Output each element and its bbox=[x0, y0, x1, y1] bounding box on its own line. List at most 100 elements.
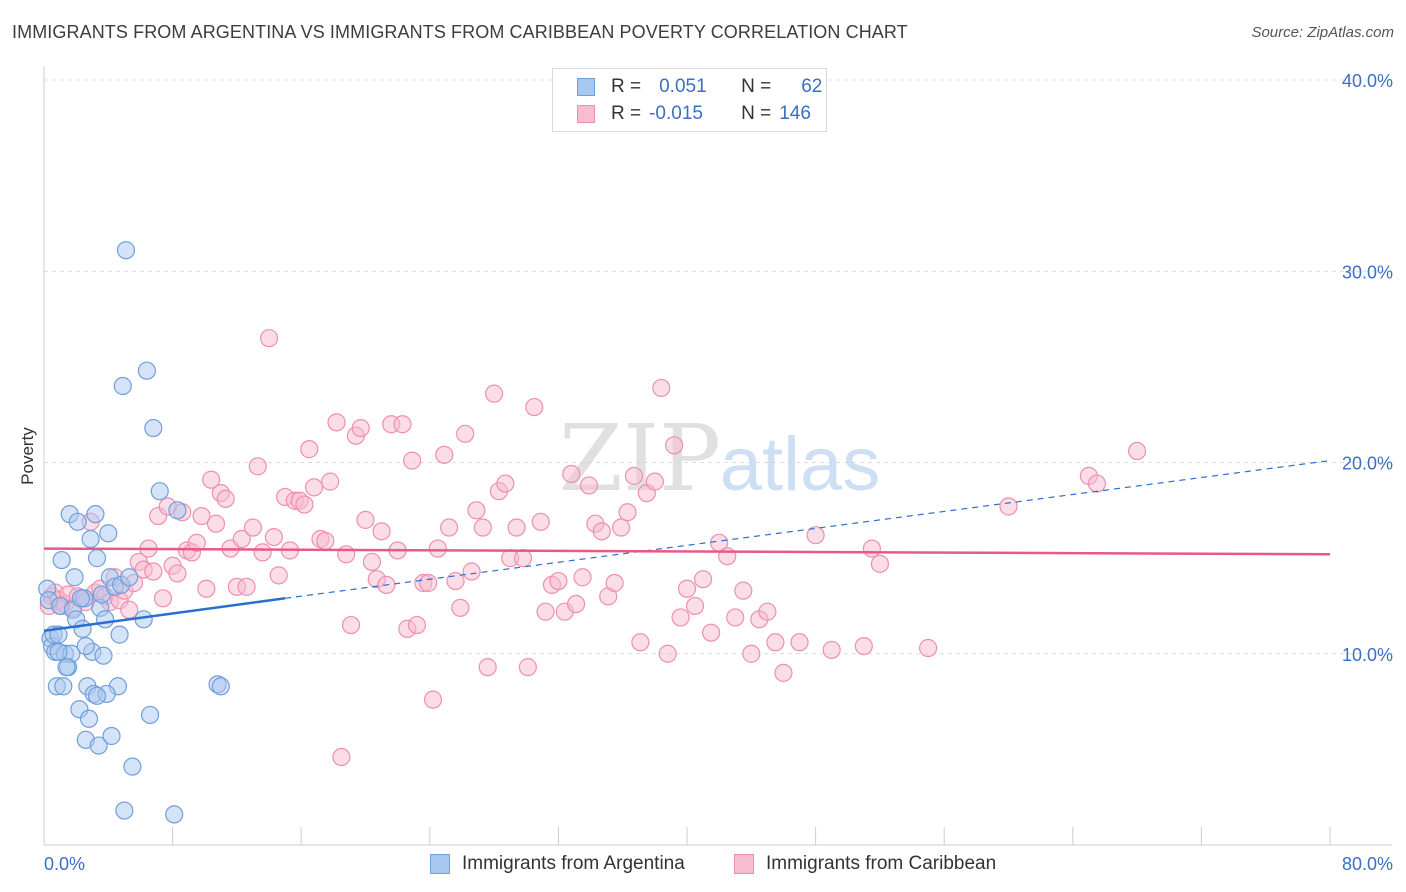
caribbean-point bbox=[592, 522, 611, 541]
watermark-atlas: atlas bbox=[720, 422, 881, 507]
legend-row-argentina: R = 0.051 N = 62 bbox=[577, 75, 822, 99]
caribbean-point bbox=[611, 518, 631, 537]
caribbean-trend-line bbox=[43, 547, 1331, 556]
caribbean-point bbox=[536, 602, 555, 621]
caribbean-point bbox=[677, 579, 697, 598]
caribbean-point bbox=[419, 573, 438, 593]
caribbean-point bbox=[579, 476, 599, 495]
caribbean-point bbox=[243, 518, 263, 537]
caribbean-point bbox=[467, 501, 486, 520]
argentina-point bbox=[123, 757, 142, 776]
caribbean-point bbox=[264, 527, 283, 547]
caribbean-point bbox=[216, 489, 235, 508]
argentina-point bbox=[73, 619, 92, 638]
caribbean-point bbox=[507, 518, 526, 537]
argentina-point bbox=[89, 736, 108, 755]
caribbean-point bbox=[372, 522, 391, 541]
bottom-legend-caribbean: Immigrants from Caribbean bbox=[734, 852, 996, 876]
caribbean-point bbox=[562, 464, 581, 484]
bottom-legend-argentina: Immigrants from Argentina bbox=[430, 852, 685, 876]
caribbean-point bbox=[870, 554, 890, 573]
argentina-r-value: 0.051 bbox=[659, 76, 707, 97]
caribbean-point bbox=[531, 512, 550, 531]
y-tick-label: 30.0% bbox=[1342, 262, 1393, 282]
caribbean-point bbox=[316, 531, 335, 551]
caribbean-point bbox=[197, 579, 216, 598]
caribbean-point bbox=[702, 623, 721, 642]
argentina-point bbox=[110, 625, 129, 644]
caribbean-point bbox=[451, 598, 470, 617]
caribbean-point bbox=[518, 658, 537, 677]
y-axis-label: Poverty bbox=[18, 427, 37, 485]
caribbean-point bbox=[758, 602, 777, 621]
caribbean-point bbox=[862, 539, 881, 558]
source-label: Source: ZipAtlas.com bbox=[1251, 24, 1394, 41]
caribbean-point bbox=[356, 510, 375, 529]
caribbean-point bbox=[618, 503, 637, 522]
caribbean-n-value: 146 bbox=[779, 103, 811, 124]
argentina-point bbox=[116, 241, 136, 260]
caribbean-point bbox=[478, 658, 497, 677]
caribbean-point bbox=[327, 413, 346, 432]
caribbean-point bbox=[854, 636, 873, 656]
caribbean-point bbox=[237, 577, 256, 596]
argentina-point bbox=[150, 482, 169, 501]
caribbean-point bbox=[144, 562, 163, 581]
chart-title: IMMIGRANTS FROM ARGENTINA VS IMMIGRANTS … bbox=[12, 22, 908, 42]
argentina-point bbox=[120, 568, 139, 587]
caribbean-point bbox=[304, 478, 324, 497]
y-tick-label: 20.0% bbox=[1342, 454, 1393, 474]
argentina-point bbox=[113, 376, 132, 396]
caribbean-point bbox=[341, 615, 361, 635]
argentina-point bbox=[102, 726, 121, 746]
caribbean-point bbox=[726, 608, 745, 627]
argentina-point bbox=[76, 636, 95, 656]
caribbean-point bbox=[658, 644, 677, 663]
caribbean-point bbox=[1087, 474, 1107, 493]
caribbean-point bbox=[790, 633, 809, 652]
argentina-point bbox=[94, 646, 113, 665]
caribbean-point bbox=[496, 474, 515, 493]
caribbean-point bbox=[462, 562, 481, 581]
argentina-point bbox=[52, 550, 71, 570]
argentina-point bbox=[137, 361, 156, 380]
correlation-legend: R = 0.051 N = 62 R = -0.015 N = 146 bbox=[552, 68, 827, 132]
argentina-legend-label: Immigrants from Argentina bbox=[462, 853, 685, 874]
caribbean-point bbox=[332, 747, 351, 767]
caribbean-point bbox=[187, 533, 206, 552]
caribbean-point bbox=[742, 644, 761, 663]
argentina-point bbox=[65, 568, 84, 587]
caribbean-point bbox=[456, 424, 475, 443]
caribbean-r-value: -0.015 bbox=[649, 103, 703, 124]
argentina-point bbox=[95, 610, 115, 629]
argentina-point bbox=[87, 686, 107, 705]
caribbean-point bbox=[423, 690, 443, 709]
n-label: N = bbox=[741, 76, 772, 97]
argentina-point bbox=[54, 677, 73, 696]
argentina-point bbox=[81, 529, 100, 549]
caribbean-point bbox=[624, 466, 644, 485]
caribbean-point bbox=[202, 470, 221, 489]
argentina-point bbox=[140, 705, 160, 725]
caribbean-point bbox=[573, 568, 592, 587]
caribbean-point bbox=[485, 384, 504, 403]
caribbean-point bbox=[919, 638, 938, 658]
caribbean-point bbox=[645, 472, 664, 491]
caribbean-point bbox=[168, 564, 187, 583]
caribbean-swatch bbox=[577, 105, 595, 123]
caribbean-point bbox=[337, 545, 356, 564]
caribbean-point bbox=[248, 457, 267, 476]
caribbean-point bbox=[1127, 441, 1147, 461]
y-tick-label: 10.0% bbox=[1342, 645, 1393, 665]
caribbean-point bbox=[393, 415, 412, 434]
argentina-trend-line bbox=[43, 597, 286, 633]
caribbean-point bbox=[253, 543, 272, 562]
caribbean-point bbox=[259, 329, 279, 348]
caribbean-point bbox=[822, 640, 841, 660]
caribbean-point bbox=[718, 547, 737, 566]
caribbean-point bbox=[566, 594, 586, 614]
caribbean-point bbox=[605, 573, 624, 593]
r-label: R = bbox=[611, 103, 642, 124]
caribbean-point bbox=[435, 445, 454, 464]
